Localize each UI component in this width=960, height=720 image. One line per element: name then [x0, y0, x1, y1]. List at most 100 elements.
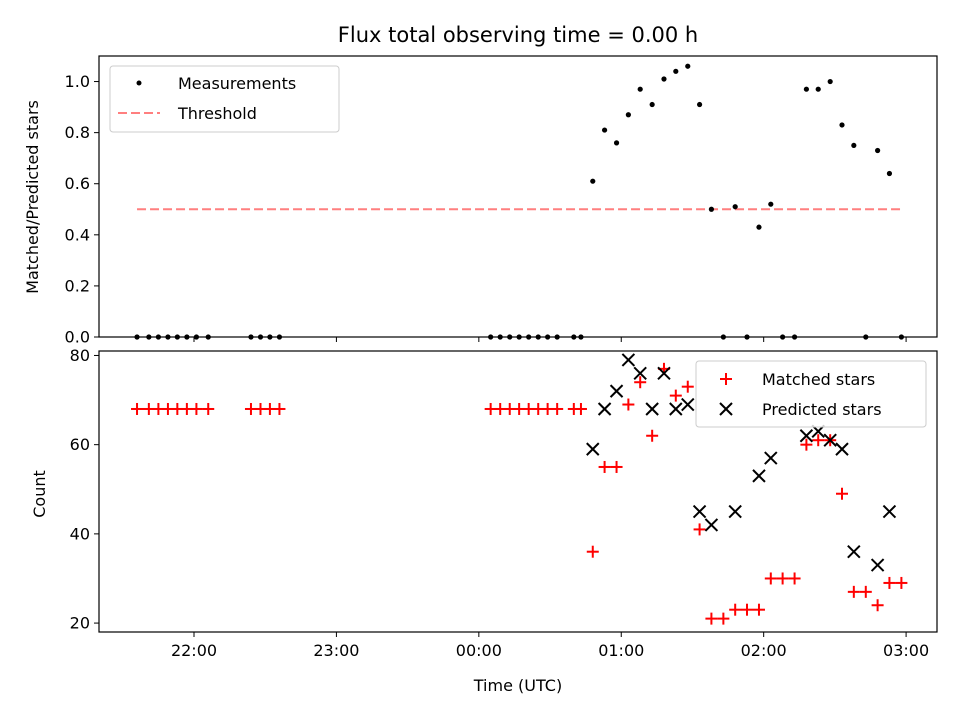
- measurement-point: [146, 334, 152, 340]
- measurement-point: [193, 334, 200, 340]
- top-y-tick-label: 0.8: [65, 123, 90, 142]
- measurement-point: [827, 78, 833, 85]
- bottom-plot-frame: [98, 350, 938, 633]
- measurement-point: [507, 334, 513, 340]
- bottom-x-tick-label: 00:00: [456, 641, 502, 660]
- matched-star-point: [202, 402, 215, 415]
- measurement-point: [720, 334, 726, 340]
- bottom-plot: Count Time (UTC) 20 40 60 80 22:00 23:00 00:0…: [30, 346, 938, 695]
- measurement-point: [184, 334, 190, 340]
- predicted-star-point: [799, 429, 814, 443]
- measurement-point: [516, 334, 522, 340]
- predicted-star-point: [835, 442, 849, 456]
- top-legend-box: [109, 65, 340, 133]
- matched-star-point: [788, 572, 801, 585]
- top-marks: [134, 63, 904, 340]
- measurement-point: [613, 140, 620, 146]
- measurement-point: [535, 334, 541, 340]
- predicted-star-point: [752, 469, 766, 483]
- bottom-x-tick-label: 01:00: [598, 641, 644, 660]
- measurement-point: [863, 334, 869, 340]
- measurement-point: [685, 63, 691, 69]
- measurement-point: [780, 334, 786, 340]
- matched-star-point: [634, 376, 647, 389]
- legend-threshold-label: Threshold: [177, 104, 257, 123]
- bottom-x-axis-label: Time (UTC): [473, 676, 562, 695]
- top-y-axis-label: Matched/Predicted stars: [23, 100, 42, 294]
- measurement-point: [625, 112, 631, 118]
- measurement-point: [661, 76, 667, 82]
- bottom-y-tick-label: 60: [70, 435, 90, 454]
- matched-star-point: [610, 460, 623, 473]
- legend-matched-marker: [720, 373, 732, 385]
- matched-star-point: [800, 438, 813, 451]
- bottom-y-tick-label: 40: [70, 524, 90, 543]
- predicted-star-point: [586, 442, 600, 456]
- measurement-point: [673, 68, 679, 74]
- predicted-star-point: [681, 397, 695, 412]
- bottom-x-tick-label: 02:00: [741, 641, 787, 660]
- matched-star-point: [681, 380, 694, 393]
- predicted-star-point: [621, 353, 636, 367]
- bottom-x-tick-label: 23:00: [313, 641, 359, 660]
- matched-star-point: [705, 612, 718, 625]
- matched-star-point: [764, 572, 777, 585]
- bottom-x-ticks: 22:00 23:00 00:00 01:00 02:00 03:00: [171, 632, 929, 660]
- matched-star-point: [871, 599, 884, 612]
- matched-star-point: [190, 402, 203, 415]
- bottom-y-axis-label: Count: [30, 470, 49, 518]
- measurement-point: [545, 334, 551, 340]
- predicted-star-point: [728, 504, 742, 519]
- measurement-point: [488, 334, 494, 340]
- predicted-star-point: [870, 558, 885, 572]
- measurement-point: [756, 224, 762, 230]
- top-x-ticks: [193, 337, 907, 342]
- measurement-point: [590, 178, 596, 184]
- matched-star-point: [586, 545, 599, 558]
- matched-star-point: [574, 402, 587, 415]
- matched-star-point: [551, 402, 564, 415]
- top-y-ticks: 0.0 0.2 0.4 0.6 0.8 1.0: [65, 72, 99, 347]
- measurement-point: [839, 122, 845, 128]
- measurement-point: [601, 127, 608, 133]
- measurement-point: [744, 334, 750, 340]
- predicted-star-point: [657, 366, 671, 381]
- top-y-tick-label: 0.6: [65, 174, 90, 193]
- legend-matched-label: Matched stars: [762, 370, 875, 389]
- matched-star-point: [741, 603, 754, 616]
- predicted-star-point: [847, 545, 861, 559]
- measurement-point: [898, 334, 904, 340]
- top-y-tick-label: 1.0: [65, 72, 90, 91]
- measurement-point: [768, 201, 774, 207]
- matched-star-point: [836, 487, 849, 500]
- bottom-legend: Matched stars Predicted stars: [695, 360, 927, 428]
- predicted-star-point: [823, 433, 837, 447]
- matched-star-point: [669, 389, 682, 402]
- legend-measurements-marker: [136, 80, 142, 86]
- matched-star-point: [131, 402, 144, 415]
- top-plot: Matched/Predicted stars 0.0 0.2 0.4 0.6 0.8 1…: [23, 55, 938, 347]
- bottom-legend-box: [695, 360, 927, 428]
- measurement-point: [637, 86, 643, 92]
- predicted-star-point: [764, 451, 778, 465]
- measurement-point: [732, 204, 738, 210]
- matched-star-point: [729, 603, 742, 616]
- top-y-tick-label: 0.0: [65, 328, 90, 347]
- measurement-point: [696, 101, 703, 108]
- matched-star-point: [883, 576, 896, 589]
- measurement-point: [875, 147, 881, 154]
- measurement-point: [791, 334, 798, 340]
- bottom-y-tick-label: 80: [70, 346, 90, 365]
- measurement-point: [554, 334, 560, 340]
- predicted-star-point: [882, 504, 897, 519]
- measurement-point: [257, 334, 264, 340]
- measurement-point: [708, 206, 715, 212]
- measurement-point: [165, 334, 171, 340]
- top-y-tick-label: 0.2: [65, 276, 90, 295]
- bottom-marks: [131, 353, 908, 625]
- legend-measurements-label: Measurements: [178, 74, 296, 93]
- bottom-x-tick-label: 03:00: [883, 641, 929, 660]
- matched-star-point: [847, 585, 860, 598]
- measurement-point: [649, 101, 655, 108]
- measurement-point: [155, 334, 161, 340]
